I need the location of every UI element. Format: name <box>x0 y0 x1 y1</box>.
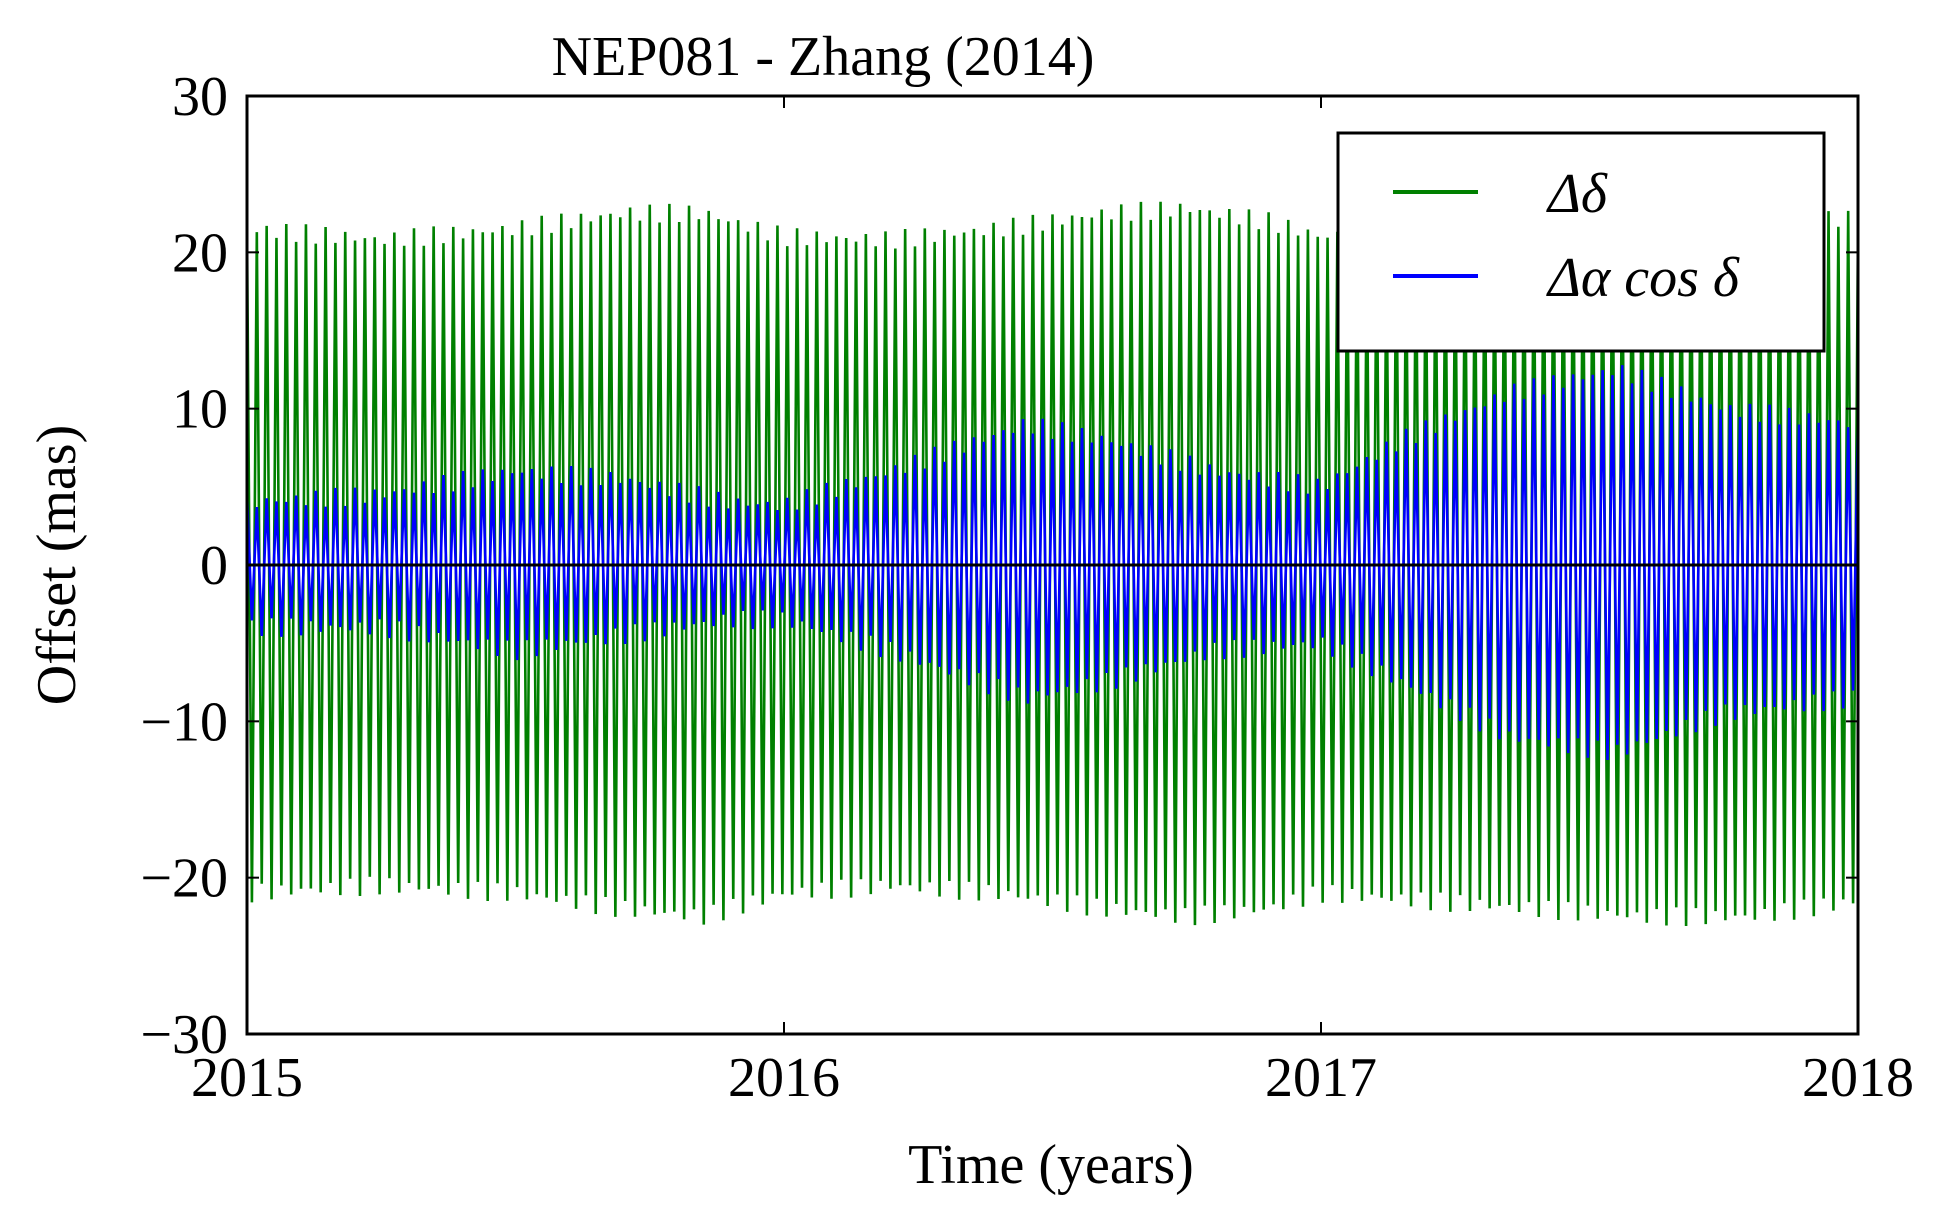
y-tick-label-1: 20 <box>172 222 228 284</box>
x-tick-label-1: 2016 <box>728 1047 840 1109</box>
series-layer <box>245 199 1860 927</box>
legend-box <box>1336 131 1826 353</box>
x-tick-label-0: 2015 <box>191 1047 303 1109</box>
legend-label-delta-ra: Δα cos δ <box>1546 247 1740 309</box>
y-axis-label: Offset (mas) <box>26 425 88 705</box>
ticks-layer <box>246 95 1859 1035</box>
x-tick-label-2: 2017 <box>1265 1047 1377 1109</box>
y-tick-label-5: −20 <box>140 848 228 910</box>
y-tick-label-6: −30 <box>140 1004 228 1066</box>
y-tick-label-4: −10 <box>140 691 228 753</box>
legend-label-delta-dec: Δδ <box>1546 163 1608 225</box>
y-tick-labels: 30 20 10 0 −10 −20 −30 <box>140 66 228 1066</box>
chart-title: NEP081 - Zhang (2014) <box>552 26 1095 88</box>
y-tick-label-3: 0 <box>200 535 228 597</box>
y-tick-label-0: 30 <box>172 66 228 128</box>
x-tick-label-3: 2018 <box>1802 1047 1914 1109</box>
x-axis-label: Time (years) <box>908 1134 1194 1196</box>
x-tick-labels: 2015 2016 2017 2018 <box>191 1047 1914 1109</box>
series-line-1 <box>245 365 1860 761</box>
y-tick-label-2: 10 <box>172 379 228 441</box>
legend: Δδ Δα cos δ <box>1336 131 1826 353</box>
